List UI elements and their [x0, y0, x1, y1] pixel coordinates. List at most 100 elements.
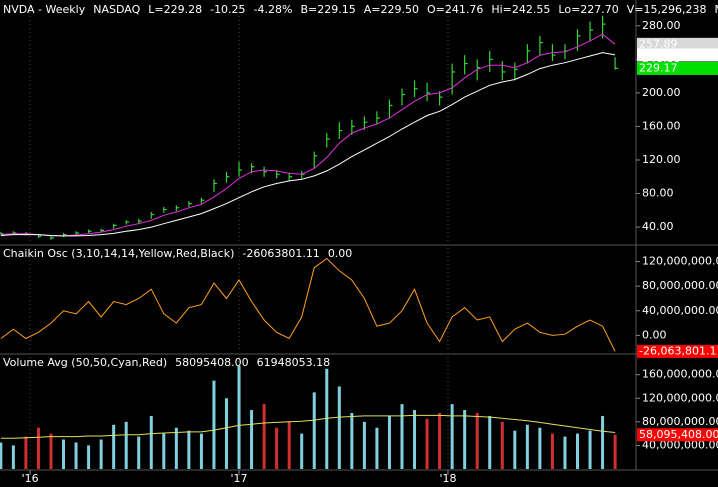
y-tick-label: 40,000,000.00 [642, 438, 718, 451]
volume-bar [463, 410, 467, 469]
readout: 0.00 [328, 247, 353, 260]
y-tick-label: 80,000,000.00 [642, 279, 718, 292]
volume-bar [575, 433, 579, 469]
y-tick-label: 40,000,000.00 [642, 304, 718, 317]
volume-bar [287, 421, 291, 469]
volume-bar [149, 415, 153, 469]
exchange: NASDAQ [93, 3, 140, 16]
last-value-label: -26,063,801.11 [639, 344, 718, 357]
volume-bar [337, 386, 341, 469]
panel-title: NVDA - Weekly [3, 3, 86, 16]
y-tick-label: 160.00 [642, 119, 681, 132]
y-tick-label: 120.00 [642, 153, 681, 166]
last-value-box [637, 344, 718, 358]
panel-title: Chaikin Osc (3,10,14,14,Yellow,Red,Black… [3, 247, 234, 260]
volume-bar [400, 404, 404, 469]
volume-bar [199, 433, 203, 469]
volume-bar [36, 427, 40, 469]
volume-bar [387, 415, 391, 469]
volume-bar [112, 424, 116, 469]
volume-bar [174, 427, 178, 469]
volume-bar [525, 424, 529, 469]
volume-bar [212, 380, 216, 469]
volume-bar [450, 404, 454, 469]
last-value-label: 245.27 [639, 48, 678, 61]
indicator-line [0, 257, 616, 352]
quote-item: O=241.76 [427, 3, 483, 16]
quote-item: Hi=242.55 [491, 3, 550, 16]
volume-bar [601, 415, 605, 469]
volume-bar [49, 433, 53, 469]
last-value-box [637, 61, 718, 75]
volume-bar [187, 430, 191, 469]
volume-bar [87, 445, 91, 469]
y-tick-label: 80,000,000.00 [642, 415, 718, 428]
y-tick-label: 80.00 [642, 187, 674, 200]
volume-bar [24, 436, 28, 469]
volume-bar [300, 433, 304, 469]
volume-bar [500, 421, 504, 469]
y-tick-label: 200.00 [642, 86, 681, 99]
y-tick-label: 120,000,000.00 [642, 255, 718, 268]
volume-bar [99, 439, 103, 469]
volume-bar [413, 410, 417, 469]
readout: 58095408.00 [175, 356, 248, 369]
volume-bar [588, 430, 592, 469]
last-value-box [637, 48, 718, 62]
volume-bar [312, 392, 316, 469]
volume-bar [74, 442, 78, 469]
y-tick-label: 0.00 [642, 328, 667, 341]
volume-bar [124, 421, 128, 469]
volume-bar [563, 436, 567, 469]
y-tick-label: 280.00 [642, 19, 681, 32]
volume-bar [613, 434, 617, 469]
quote-item: -4.28% [254, 3, 293, 16]
quote-item: Mov [715, 3, 718, 16]
quote-item: Lo=227.70 [558, 3, 618, 16]
volume-bar [62, 439, 66, 469]
volume-bar [137, 436, 141, 469]
indicator-line [0, 52, 616, 237]
x-tick-label: '17 [231, 472, 248, 485]
x-tick-label: '18 [439, 472, 456, 485]
last-value-box [637, 37, 718, 51]
last-value-label: 229.17 [639, 61, 678, 74]
volume-bar [538, 427, 542, 469]
quote-item: A=229.50 [364, 3, 419, 16]
volume-bar [0, 442, 3, 469]
panel-title: Volume Avg (50,50,Cyan,Red) [3, 356, 167, 369]
readout: -26063801.11 [242, 247, 319, 260]
last-value-label: 58,095,408.00 [639, 428, 718, 441]
volume-bar [475, 413, 479, 469]
volume-bar [375, 427, 379, 469]
quote-item: B=229.15 [300, 3, 355, 16]
volume-bar [224, 398, 228, 469]
volume-bar [237, 365, 241, 469]
volume-bar [250, 410, 254, 469]
volume-bar [438, 413, 442, 469]
volume-bar [11, 445, 15, 469]
indicator-line [0, 33, 616, 237]
indicator-line [0, 414, 616, 439]
volume-bar [425, 418, 429, 469]
y-tick-label: 160,000,000.00 [642, 368, 718, 381]
last-value-box [637, 428, 718, 442]
volume-bar [275, 427, 279, 469]
readout: 61948053.18 [257, 356, 330, 369]
volume-bar [262, 404, 266, 469]
x-tick-label: '16 [22, 472, 39, 485]
quote-item: V=15,296,238 [627, 3, 707, 16]
volume-bar [488, 415, 492, 469]
volume-bar [513, 430, 517, 469]
volume-bar [362, 421, 366, 469]
volume-bar [325, 368, 329, 469]
volume-bar [162, 433, 166, 469]
y-tick-label: 40.00 [642, 220, 674, 233]
quote-item: -10.25 [210, 3, 245, 16]
last-value-label: 257.89 [639, 37, 678, 50]
y-tick-label: 120,000,000.00 [642, 391, 718, 404]
quote-item: L=229.28 [148, 3, 202, 16]
volume-bar [550, 433, 554, 469]
